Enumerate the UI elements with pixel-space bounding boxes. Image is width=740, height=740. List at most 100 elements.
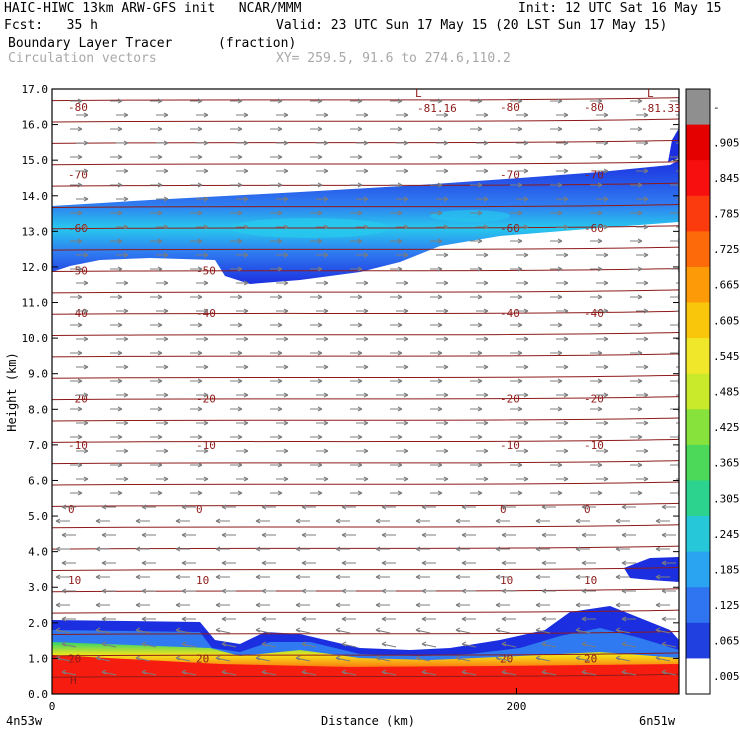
arrow-head (597, 182, 603, 188)
arrow-head (437, 238, 443, 244)
arrow-head (157, 350, 163, 356)
arrow-head (381, 560, 387, 566)
arrow-head (381, 504, 387, 510)
contour-line (52, 332, 679, 337)
arrow-head (301, 560, 307, 566)
arrow-head (123, 308, 129, 314)
vector-label: Circulation vectors (8, 51, 157, 66)
arrow-head (363, 280, 369, 286)
arrow-head (603, 112, 609, 118)
arrow-head (621, 669, 627, 675)
arrow-head (77, 238, 83, 244)
arrow-head (163, 364, 169, 370)
arrow-head (203, 196, 209, 202)
arrow-head (77, 406, 83, 412)
arrow-head (437, 322, 443, 328)
circulation-arrow (215, 629, 231, 634)
arrow-head (317, 378, 323, 384)
arrow-head (215, 546, 221, 552)
arrow-head (397, 154, 403, 160)
arrow-head (77, 490, 83, 496)
arrow-head (517, 462, 523, 468)
arrow-head (437, 378, 443, 384)
arrow-head (295, 627, 301, 633)
arrow-head (421, 532, 427, 538)
arrow-head (397, 210, 403, 216)
arrow-head (117, 266, 123, 272)
arrow-head (357, 406, 363, 412)
field-name: Boundary Layer Tracer (8, 36, 173, 51)
arrow-head (477, 378, 483, 384)
arrow-head (157, 98, 163, 104)
circulation-arrow (261, 643, 277, 648)
arrow-head (237, 434, 243, 440)
arrow-head (643, 308, 649, 314)
contour-label: -80 (68, 101, 88, 114)
arrow-head (661, 532, 667, 538)
colorbar-label: .545 (713, 350, 740, 363)
arrow-head (197, 406, 203, 412)
arrow-head (421, 616, 427, 622)
arrow-head (403, 448, 409, 454)
arrow-head (403, 364, 409, 370)
arrow-head (643, 280, 649, 286)
arrow-head (597, 406, 603, 412)
circulation-arrow (141, 643, 157, 648)
arrow-head (141, 641, 147, 647)
arrow-head (157, 378, 163, 384)
arrow-head (317, 210, 323, 216)
arrow-head (655, 574, 661, 580)
arrow-head (397, 490, 403, 496)
arrow-head (277, 294, 283, 300)
arrow-head (123, 196, 129, 202)
arrow-head (61, 669, 67, 675)
y-tick-label: 6.0 (28, 474, 48, 487)
y-tick-label: 12.0 (22, 261, 49, 274)
arrow-head (643, 252, 649, 258)
arrow-head (655, 518, 661, 524)
arrow-head (403, 336, 409, 342)
arrow-head (575, 627, 581, 633)
colorbar-label: .605 (713, 314, 740, 327)
arrow-head (523, 140, 529, 146)
arrow-head (277, 434, 283, 440)
arrow-head (197, 126, 203, 132)
arrow-head (597, 266, 603, 272)
arrow-head (381, 669, 387, 675)
arrow-head (517, 126, 523, 132)
colorbar-label: .365 (713, 457, 740, 470)
colorbar-swatch (686, 302, 710, 339)
arrow-head (163, 224, 169, 230)
circulation-arrow (295, 629, 311, 634)
arrow-head (77, 322, 83, 328)
arrow-head (341, 641, 347, 647)
arrow-head (621, 641, 627, 647)
arrow-head (61, 588, 67, 594)
arrow-head (523, 420, 529, 426)
arrow-head (101, 669, 107, 675)
arrow-head (101, 588, 107, 594)
arrow-head (123, 336, 129, 342)
arrow-head (283, 252, 289, 258)
arrow-head (323, 336, 329, 342)
arrow-head (323, 112, 329, 118)
arrow-head (443, 280, 449, 286)
arrow-head (261, 588, 267, 594)
header-init: Init: 12 UTC Sat 16 May 15 (518, 1, 722, 16)
arrow-head (397, 126, 403, 132)
arrow-head (83, 224, 89, 230)
arrow-head (637, 434, 643, 440)
arrow-head (501, 532, 507, 538)
circulation-arrow (661, 643, 677, 648)
colorbar-swatch (686, 231, 710, 268)
arrow-head (357, 210, 363, 216)
arrow-head (655, 627, 661, 633)
arrow-head (581, 669, 587, 675)
arrow-head (163, 140, 169, 146)
arrow-head (341, 669, 347, 675)
arrow-head (203, 280, 209, 286)
arrow-head (397, 266, 403, 272)
arrow-head (197, 154, 203, 160)
